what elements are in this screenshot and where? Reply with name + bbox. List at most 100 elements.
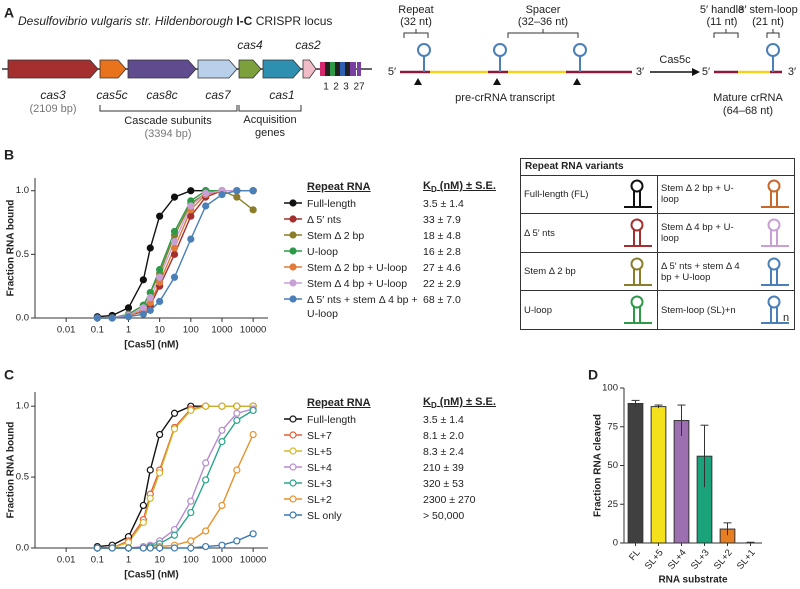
legend-spacer bbox=[283, 180, 307, 197]
arrow-head bbox=[692, 68, 700, 76]
legend-marker bbox=[284, 431, 302, 439]
x-tick-label: 100 bbox=[183, 555, 199, 566]
data-point bbox=[170, 250, 179, 258]
x-axis-label: RNA substrate bbox=[658, 575, 728, 586]
data-point bbox=[170, 425, 179, 433]
system-type: I-C bbox=[236, 14, 252, 28]
legend-name: SL only bbox=[307, 510, 342, 523]
data-point bbox=[170, 238, 179, 246]
data-point bbox=[170, 244, 179, 252]
data-point bbox=[156, 212, 164, 220]
three-prime: 3′ bbox=[636, 66, 644, 78]
gene-label: cas5c bbox=[96, 88, 127, 102]
legend-kd: 16 ± 2.8 bbox=[423, 246, 461, 259]
variant-content: Δ 5′ nts bbox=[524, 217, 654, 249]
gene-label: cas4 bbox=[237, 38, 263, 52]
legend-kd: 320 ± 53 bbox=[423, 478, 464, 491]
variant-icon: n bbox=[761, 295, 789, 325]
gene-arrow bbox=[127, 59, 197, 79]
gene-label: cas1 bbox=[269, 88, 294, 102]
data-point bbox=[249, 530, 257, 538]
data-point bbox=[233, 537, 241, 545]
data-point bbox=[233, 416, 241, 424]
variant-cell: Stem Δ 2 bp + U-loop bbox=[657, 174, 795, 215]
stem-loop-label: 3′ stem-loop bbox=[738, 4, 798, 16]
array-label: 3 bbox=[343, 82, 349, 93]
variant-content: Stem Δ 4 bp + U-loop bbox=[661, 217, 791, 249]
data-point bbox=[93, 314, 101, 322]
data-point bbox=[202, 202, 210, 210]
legend-dot bbox=[289, 463, 297, 471]
data-point bbox=[249, 406, 257, 415]
x-tick-label: 100 bbox=[183, 325, 199, 336]
repeat-length: (32 nt) bbox=[400, 16, 432, 28]
data-point bbox=[187, 497, 195, 505]
data-point bbox=[124, 304, 133, 312]
legend-marker bbox=[284, 511, 302, 519]
legend-header: Repeat RNA KD (nM) ± S.E. bbox=[283, 396, 500, 413]
five-prime: 5′ bbox=[388, 66, 396, 78]
data-point bbox=[139, 501, 147, 510]
y-axis-label: Fraction RNA bound bbox=[6, 200, 17, 297]
data-point bbox=[187, 537, 195, 545]
three-prime: 3′ bbox=[788, 66, 796, 78]
legend-name: SL+3 bbox=[307, 478, 332, 491]
handle-label: 5′ handle bbox=[700, 4, 744, 16]
bar bbox=[673, 420, 690, 544]
data-point bbox=[218, 541, 226, 549]
data-point bbox=[218, 501, 226, 510]
legend-marker-cell bbox=[283, 293, 307, 321]
icon-loop bbox=[767, 257, 781, 271]
legend-dot bbox=[289, 447, 297, 455]
x-tick-label: SL+3 bbox=[689, 547, 712, 571]
data-point bbox=[156, 273, 164, 281]
x-tick-label: 1 bbox=[126, 555, 131, 566]
hairpin-loop bbox=[493, 43, 507, 57]
data-point bbox=[202, 402, 210, 410]
data-point bbox=[187, 187, 195, 195]
data-point bbox=[108, 544, 116, 552]
data-point bbox=[202, 459, 210, 467]
y-axis-label: Fraction RNA bound bbox=[6, 422, 17, 519]
bracket bbox=[766, 29, 780, 38]
icon-loop bbox=[630, 179, 644, 193]
data-point bbox=[139, 518, 147, 527]
y-tick-label: 50 bbox=[607, 460, 618, 471]
variant-icon bbox=[624, 218, 652, 248]
legend-row: SL+4 210 ± 39 bbox=[283, 461, 500, 477]
legend-row: SL+5 8.3 ± 2.4 bbox=[283, 445, 500, 461]
legend-marker-cell bbox=[283, 445, 307, 461]
variants-row: Δ 5′ nts Stem Δ 4 bp + U-loop bbox=[520, 213, 795, 253]
legend-marker bbox=[284, 495, 302, 503]
x-tick-label: 0.01 bbox=[57, 555, 76, 566]
variant-label: Stem-loop (SL)+n bbox=[661, 304, 736, 316]
variant-icon bbox=[761, 179, 789, 209]
legend-row: Full-length 3.5 ± 1.4 bbox=[283, 413, 500, 429]
legend-marker bbox=[284, 295, 302, 303]
kd-header: KD (nM) ± S.E. bbox=[423, 180, 500, 197]
data-point bbox=[93, 544, 101, 552]
group-label: Cascade subunits bbox=[124, 115, 212, 127]
y-tick-label: 100 bbox=[602, 383, 618, 394]
data-point bbox=[202, 189, 210, 197]
variants-row: U-loop Stem-loop (SL)+n n bbox=[520, 290, 795, 330]
legend-marker-cell bbox=[283, 229, 307, 245]
legend-marker bbox=[284, 199, 302, 207]
locus-title: Desulfovibrio vulgaris str. Hildenboroug… bbox=[18, 14, 332, 28]
data-point bbox=[249, 206, 257, 214]
gene-label: cas3 bbox=[40, 88, 66, 102]
y-tick-label: 75 bbox=[607, 421, 618, 432]
legend-title: Repeat RNA bbox=[307, 397, 371, 410]
legend-spacer bbox=[283, 396, 307, 413]
variants-row: Stem Δ 2 bp Δ 5′ nts + stem Δ 4 bp + U-lo… bbox=[520, 251, 795, 292]
legend-marker bbox=[284, 463, 302, 471]
variant-cell: Stem Δ 2 bp bbox=[520, 251, 658, 292]
variant-content: Stem-loop (SL)+n n bbox=[661, 294, 791, 326]
legend-dot bbox=[289, 495, 297, 503]
five-prime: 5′ bbox=[702, 66, 710, 78]
bar bbox=[627, 403, 644, 544]
x-tick-label: 1000 bbox=[211, 325, 232, 336]
data-point bbox=[146, 544, 154, 552]
legend-kd: 2300 ± 270 bbox=[423, 494, 476, 507]
variant-content: Full-length (FL) bbox=[524, 178, 654, 210]
